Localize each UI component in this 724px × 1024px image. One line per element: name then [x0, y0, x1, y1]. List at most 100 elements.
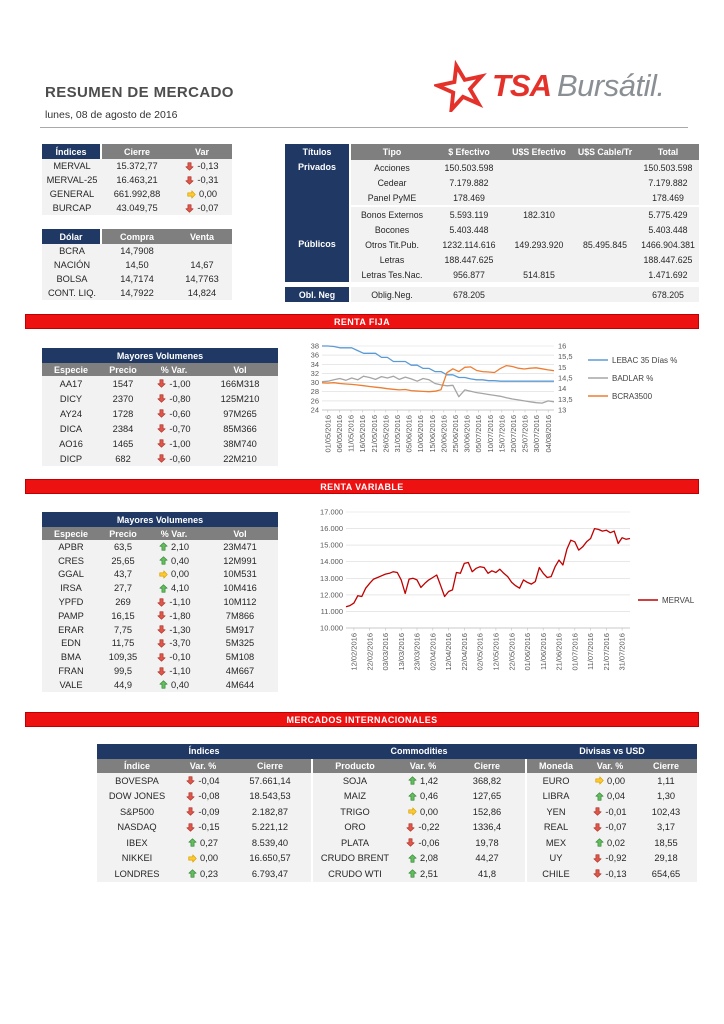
table-row: Bonos Externos 5.593.119 182.310 5.775.429	[351, 207, 699, 222]
var-cell: 0,46	[397, 788, 449, 804]
row-label: PAMP	[42, 608, 100, 623]
value-cell: 188.447.625	[433, 252, 505, 267]
row-label: CHILE	[527, 866, 585, 882]
group-title: Divisas vs USD	[579, 746, 645, 756]
value-cell: 10M531	[202, 567, 278, 582]
value-cell: 15.372,77	[102, 159, 172, 173]
value-cell: 2384	[100, 421, 146, 436]
svg-text:15: 15	[558, 363, 566, 372]
svg-text:16/05/2016: 16/05/2016	[358, 415, 367, 453]
value-cell	[505, 252, 573, 267]
value-cell: 57.661,14	[229, 773, 311, 789]
value-cell: 5.593.119	[433, 207, 505, 222]
divider	[311, 850, 313, 866]
table-row: DICY 2370 -0,80 125M210	[42, 391, 278, 406]
var-cell: -0,60	[146, 451, 202, 466]
divider	[525, 804, 527, 820]
up-arrow-icon	[408, 776, 417, 785]
indices-table: Índices Cierre Var MERVAL 15.372,77 -0,13 MERV…	[42, 144, 232, 215]
table-row: S&P500 -0,09 2.182,87 TRIGO 0,00 152,86 YEN -0,…	[97, 804, 697, 820]
divider	[525, 866, 527, 882]
var-value: -0,07	[197, 203, 219, 213]
row-label: Panel PyME	[351, 190, 433, 205]
mercados-internacionales-table: Índices Commodities Divisas vs USD Índice Va…	[97, 744, 697, 882]
var-value: 0,02	[606, 837, 626, 848]
column-header: Precio	[100, 527, 146, 540]
value-cell: 166M318	[202, 376, 278, 391]
row-label: GENERAL	[42, 187, 102, 201]
column-header: Cierre	[449, 759, 525, 773]
var-cell: -0,60	[146, 406, 202, 421]
value-cell	[505, 222, 573, 237]
value-cell: 678.205	[433, 287, 505, 302]
table-row: AY24 1728 -0,60 97M265	[42, 406, 278, 421]
var-value: 4,10	[170, 583, 190, 594]
row-label: Cedear	[351, 175, 433, 190]
var-cell: 0,40	[146, 677, 202, 692]
svg-text:11/07/2016: 11/07/2016	[586, 633, 595, 670]
value-cell: 5.775.429	[637, 207, 699, 222]
var-cell: 0,00	[172, 187, 232, 201]
var-cell: -0,80	[146, 391, 202, 406]
flat-arrow-icon	[159, 570, 168, 579]
value-cell: 5M325	[202, 636, 278, 651]
value-cell: 6.793,47	[229, 866, 311, 882]
value-cell	[505, 287, 573, 302]
divider	[311, 866, 313, 882]
var-cell: -0,10	[146, 650, 202, 665]
up-arrow-icon	[159, 584, 168, 593]
row-label: Oblig.Neg.	[351, 287, 433, 302]
svg-text:30: 30	[311, 378, 319, 387]
down-arrow-icon	[185, 203, 194, 213]
row-label: MAIZ	[313, 788, 397, 804]
row-label: DICP	[42, 451, 100, 466]
var-cell: 0,23	[177, 866, 229, 882]
divider	[525, 773, 527, 789]
svg-text:11/06/2016: 11/06/2016	[539, 633, 548, 670]
value-cell: 7,75	[100, 622, 146, 637]
value-cell	[505, 190, 573, 205]
value-cell: 41,8	[449, 866, 525, 882]
svg-text:22/05/2016: 22/05/2016	[507, 633, 516, 671]
value-cell	[573, 252, 637, 267]
value-cell	[505, 175, 573, 190]
column-header: U$S Efectivo	[505, 144, 573, 160]
value-cell	[573, 222, 637, 237]
up-arrow-icon	[159, 542, 168, 552]
value-cell: 43,7	[100, 567, 146, 582]
svg-text:01/06/2016: 01/06/2016	[523, 633, 532, 671]
corner-header: Índices	[42, 144, 100, 159]
divider	[525, 835, 527, 851]
svg-text:BCRA3500: BCRA3500	[612, 392, 653, 401]
down-arrow-icon	[185, 161, 194, 171]
svg-text:05/06/2016: 05/06/2016	[405, 415, 414, 453]
var-value: -0,04	[198, 775, 220, 786]
svg-text:26/05/2016: 26/05/2016	[381, 415, 390, 453]
svg-text:12/05/2016: 12/05/2016	[492, 633, 501, 671]
row-label: DICY	[42, 391, 100, 406]
var-value: -0,15	[198, 822, 220, 833]
svg-text:20/07/2016: 20/07/2016	[509, 415, 518, 453]
svg-text:03/03/2016: 03/03/2016	[381, 633, 390, 671]
value-cell: 152,86	[449, 804, 525, 820]
column-header: Var. %	[585, 759, 635, 773]
svg-text:15,5: 15,5	[558, 352, 573, 361]
down-arrow-icon	[157, 439, 166, 448]
svg-text:02/05/2016: 02/05/2016	[476, 633, 485, 671]
value-cell: 1.471.692	[637, 267, 699, 282]
value-cell: 2370	[100, 391, 146, 406]
dolar-table: Dólar Compra Venta BCRA 14,7908 NACIÓN 14,50 14…	[42, 229, 232, 300]
row-label: BCRA	[42, 244, 102, 258]
var-cell: -0,04	[177, 773, 229, 789]
svg-text:21/07/2016: 21/07/2016	[602, 633, 611, 671]
svg-text:14.000: 14.000	[320, 557, 343, 566]
row-label: S&P500	[97, 804, 177, 820]
svg-text:01/05/2016: 01/05/2016	[323, 415, 332, 453]
column-header: Compra	[102, 229, 172, 244]
divider	[525, 759, 527, 773]
var-cell: -0,07	[585, 819, 635, 835]
svg-text:11/05/2016: 11/05/2016	[347, 415, 356, 452]
table-row: EDN 11,75 -3,70 5M325	[42, 636, 278, 651]
svg-text:22/04/2016: 22/04/2016	[460, 633, 469, 671]
